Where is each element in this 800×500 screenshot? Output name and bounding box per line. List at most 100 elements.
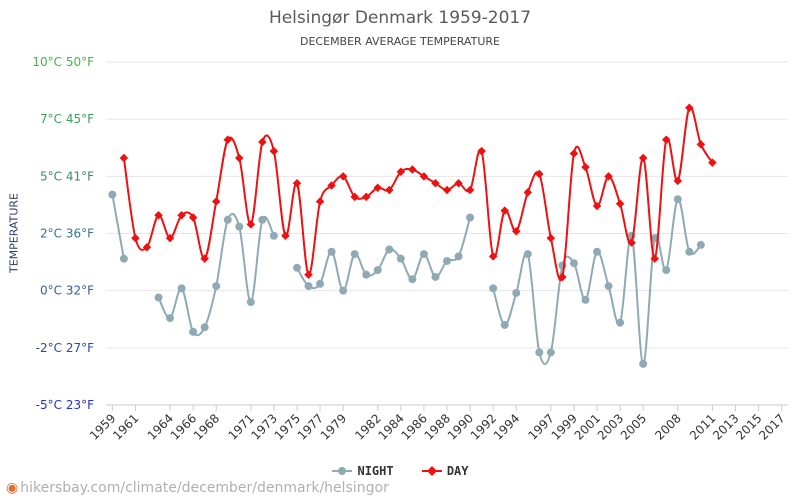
night-point [339, 286, 348, 295]
day-point [442, 185, 452, 195]
night-point [466, 213, 475, 222]
day-point [361, 192, 371, 202]
chart-subtitle: DECEMBER AVERAGE TEMPERATURE [300, 35, 500, 48]
day-point [408, 165, 417, 174]
day-point [211, 197, 221, 206]
night-point [292, 263, 301, 272]
day-point [154, 210, 163, 220]
x-tick-label: 2005 [618, 411, 649, 442]
day-point [488, 252, 498, 261]
day-point [569, 149, 579, 158]
night-point [385, 245, 394, 254]
night-point [696, 240, 705, 249]
legend-item-night[interactable]: NIGHT [331, 463, 394, 478]
day-point [304, 270, 313, 279]
y-tick-label: -5°C 23°F [36, 398, 94, 412]
source-url: hikersbay.com/climate/december/denmark/h… [20, 480, 389, 496]
x-tick-label: 2011 [687, 411, 718, 442]
day-point [546, 233, 556, 243]
day-point [523, 188, 533, 197]
x-tick-label: 1999 [549, 411, 580, 442]
night-point [604, 282, 613, 291]
night-series-line [111, 194, 125, 259]
day-point [431, 178, 440, 188]
x-tick-label: 1975 [272, 411, 303, 442]
x-tick-label: 1966 [168, 411, 199, 442]
day-point [223, 135, 232, 144]
night-point [246, 298, 255, 307]
x-tick-label: 1959 [87, 411, 118, 442]
day-point [558, 272, 567, 282]
night-point [431, 272, 440, 281]
x-tick-label: 2001 [572, 411, 603, 442]
night-point [581, 295, 590, 304]
x-tick-label: 2008 [652, 411, 683, 442]
night-point [419, 250, 428, 259]
day-point [396, 167, 406, 177]
x-tick-label: 1977 [295, 411, 326, 442]
x-tick-label: 2017 [756, 411, 787, 442]
day-point [500, 206, 509, 215]
x-tick-label: 1997 [525, 411, 556, 442]
night-point [119, 254, 128, 263]
day-point [119, 153, 129, 163]
day-point [258, 137, 267, 147]
night-point [685, 247, 694, 256]
legend-item-day[interactable]: DAY [421, 464, 469, 478]
day-point [419, 172, 429, 181]
x-tick-label: 1964 [145, 411, 176, 442]
y-tick-label: 0°C 32°F [40, 284, 94, 298]
night-point [662, 266, 671, 275]
night-point [166, 314, 175, 323]
night-series-line [492, 198, 702, 365]
day-point [338, 172, 348, 181]
legend-label-night: NIGHT [357, 463, 394, 478]
night-point [177, 284, 186, 293]
x-tick-label: 1984 [375, 411, 406, 442]
x-tick-label: 2013 [710, 411, 741, 442]
x-tick-label: 1971 [225, 411, 256, 442]
night-point [673, 195, 682, 204]
night-point [223, 215, 232, 224]
x-tick-label: 1986 [399, 411, 430, 442]
y-tick-label: -2°C 27°F [36, 341, 94, 355]
night-series-icon [332, 467, 353, 475]
x-tick-label: 1982 [352, 411, 383, 442]
x-tick-label: 1979 [318, 411, 349, 442]
night-point [500, 320, 509, 329]
night-point [269, 231, 278, 240]
day-point [465, 185, 475, 195]
night-series-line [296, 217, 472, 292]
night-point [316, 279, 325, 288]
day-point [281, 231, 290, 241]
day-point [235, 153, 244, 163]
day-point [327, 181, 336, 190]
y-tick-label: 5°C 41°F [40, 169, 94, 183]
source-link[interactable]: ◉ hikersbay.com/climate/december/denmark/… [6, 480, 389, 496]
x-tick-label: 1990 [445, 411, 476, 442]
night-point [108, 190, 117, 199]
night-point [396, 254, 405, 263]
night-point [454, 252, 463, 261]
day-point [165, 233, 175, 243]
temperature-chart: 10°C 50°F 7°C 45°F 5°C 41°F 2°C 36°F 0°C 32°… [32, 55, 788, 443]
night-point [154, 293, 163, 302]
day-series-line [122, 106, 714, 281]
night-point [373, 266, 382, 275]
day-point [350, 192, 359, 202]
night-point [512, 288, 521, 297]
day-point [142, 242, 152, 252]
night-point [362, 270, 371, 279]
chart-legend: NIGHT DAY [0, 463, 800, 478]
chart-title: Helsingør Denmark 1959-2017 [268, 8, 532, 28]
x-tick-label: 1994 [491, 411, 522, 442]
day-point [131, 233, 140, 243]
day-point [269, 146, 279, 156]
day-point [292, 178, 302, 188]
night-series-line [157, 212, 275, 337]
night-point [408, 275, 417, 284]
day-point [246, 220, 256, 229]
night-point [327, 247, 336, 256]
y-tick-label: 10°C 50°F [32, 55, 94, 69]
x-tick-label: 1973 [249, 411, 280, 442]
